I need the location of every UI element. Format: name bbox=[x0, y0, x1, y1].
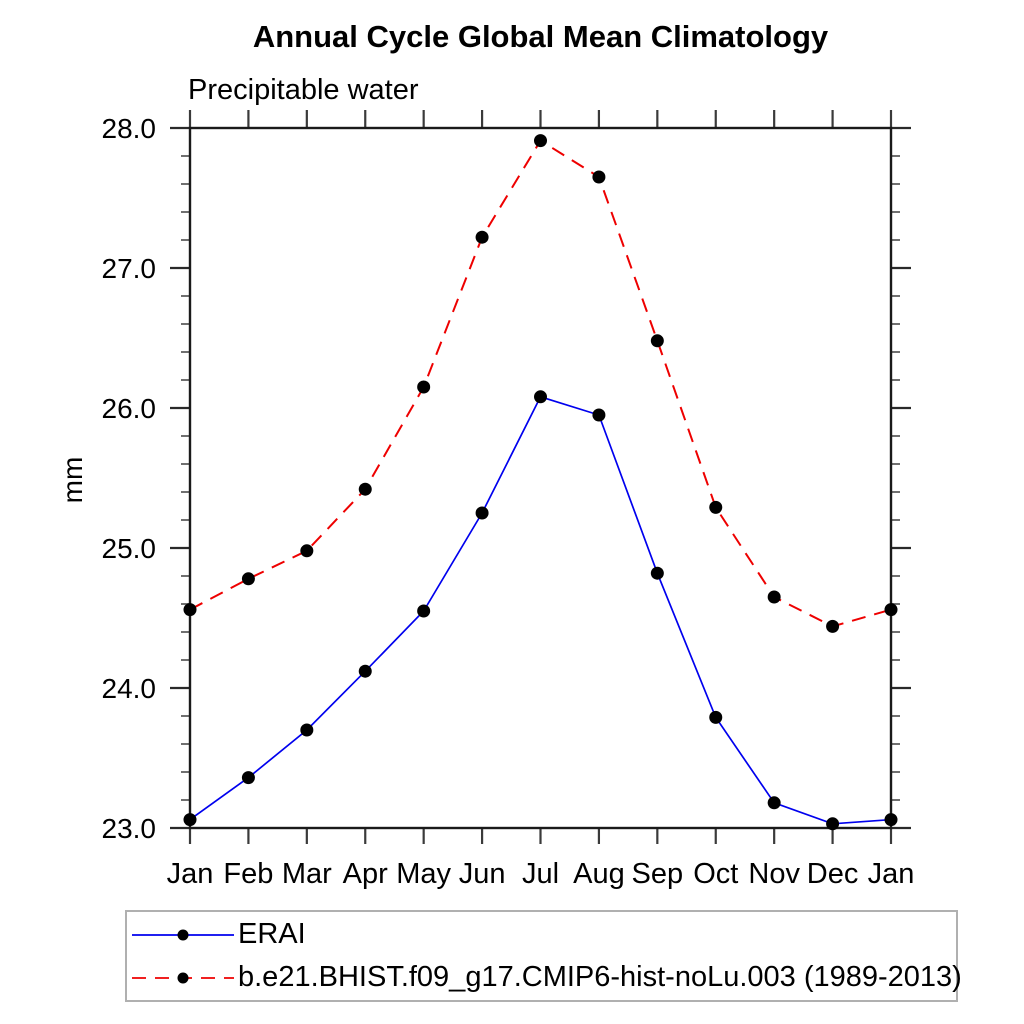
data-point-marker bbox=[475, 506, 489, 520]
x-tick-label: Sep bbox=[632, 858, 684, 890]
x-tick-label: Aug bbox=[573, 858, 625, 890]
data-point-marker bbox=[767, 796, 781, 810]
x-tick-label: Oct bbox=[693, 858, 738, 890]
data-point-marker bbox=[534, 390, 547, 404]
data-point-marker bbox=[650, 334, 664, 348]
data-point-marker bbox=[300, 544, 314, 558]
legend-line-sample-solid bbox=[132, 929, 234, 940]
data-point-marker bbox=[475, 230, 489, 244]
legend-label-model: b.e21.BHIST.f09_g17.CMIP6-hist-noLu.003 … bbox=[238, 961, 962, 993]
x-tick-label: Jul bbox=[522, 858, 559, 890]
x-tick-label: Jan bbox=[868, 858, 915, 890]
series-line-0 bbox=[189, 395, 892, 825]
y-tick-label: 24.0 bbox=[102, 673, 157, 704]
legend-item-model: b.e21.BHIST.f09_g17.CMIP6-hist-noLu.003 … bbox=[130, 957, 962, 999]
data-point-marker bbox=[826, 619, 840, 633]
data-point-marker bbox=[592, 408, 606, 422]
x-tick-label: Dec bbox=[807, 858, 859, 890]
data-point-marker bbox=[300, 723, 314, 737]
legend-item-erai: ERAI bbox=[130, 914, 956, 956]
data-point-marker bbox=[650, 566, 664, 580]
data-point-marker bbox=[534, 134, 547, 148]
y-tick-label: 27.0 bbox=[102, 253, 157, 284]
data-point-marker bbox=[884, 813, 898, 827]
chart-subtitle: Precipitable water bbox=[188, 74, 419, 106]
y-tick-label: 26.0 bbox=[102, 393, 157, 424]
data-point-marker bbox=[417, 380, 431, 394]
x-tick-label: Feb bbox=[223, 858, 273, 890]
x-tick-label: Mar bbox=[282, 858, 332, 890]
x-tick-label: Apr bbox=[343, 858, 388, 890]
data-point-marker bbox=[183, 603, 197, 617]
data-point-marker bbox=[183, 813, 197, 827]
x-tick-label: Jun bbox=[459, 858, 506, 890]
data-point-marker bbox=[241, 572, 255, 586]
data-point-marker bbox=[709, 500, 723, 514]
x-tick-label: May bbox=[396, 858, 451, 890]
legend-sample-marker-icon bbox=[177, 929, 189, 940]
chart-title: Annual Cycle Global Mean Climatology bbox=[252, 19, 829, 54]
data-point-marker bbox=[884, 603, 898, 617]
y-tick-label: 25.0 bbox=[102, 533, 157, 564]
legend-label-erai: ERAI bbox=[238, 918, 306, 950]
legend-line-sample-dashed bbox=[132, 972, 234, 983]
plot-frame bbox=[188, 126, 893, 830]
data-point-marker bbox=[241, 771, 255, 785]
x-tick-label: Nov bbox=[748, 858, 800, 890]
data-point-marker bbox=[417, 604, 431, 618]
y-tick-label: 28.0 bbox=[102, 113, 157, 144]
data-point-marker bbox=[358, 664, 372, 678]
data-point-marker bbox=[767, 590, 781, 604]
series-line-1 bbox=[189, 139, 892, 628]
data-point-marker bbox=[358, 482, 372, 496]
legend: ERAI b.e21.BHIST.f09_g17.CMIP6-hist-noLu… bbox=[125, 910, 962, 1002]
data-point-marker bbox=[709, 710, 723, 724]
y-tick-label: 23.0 bbox=[102, 813, 157, 844]
x-tick-label: Jan bbox=[167, 858, 214, 890]
legend-sample-marker-icon bbox=[177, 972, 189, 983]
data-point-marker bbox=[826, 817, 840, 831]
data-point-marker bbox=[592, 170, 606, 184]
